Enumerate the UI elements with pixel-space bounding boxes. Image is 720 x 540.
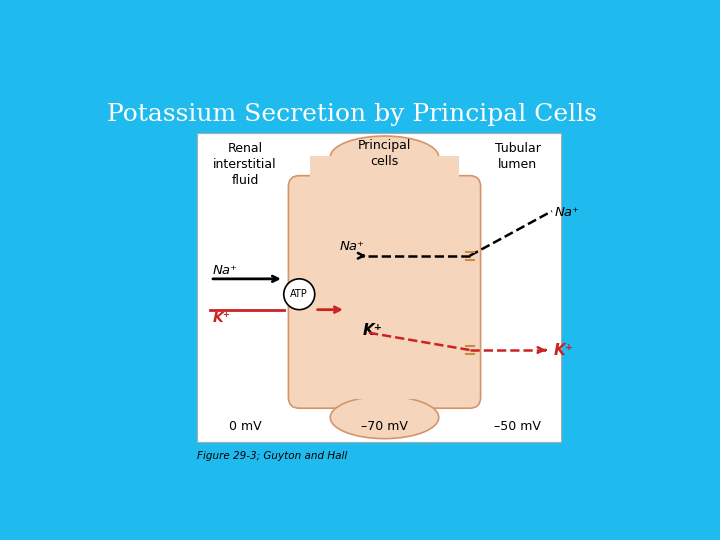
Bar [310,376,459,399]
Bar [197,132,561,442]
Text: –50 mV: –50 mV [495,420,541,433]
Ellipse shape [330,136,438,178]
Circle shape [284,279,315,309]
Text: ATP: ATP [290,289,308,299]
Text: K⁺: K⁺ [554,342,573,357]
Text: K⁺: K⁺ [212,311,230,325]
Text: K⁺: K⁺ [363,323,383,338]
Text: –70 mV: –70 mV [361,420,408,433]
Text: Na⁺: Na⁺ [340,240,365,253]
Text: Figure 29-3; Guyton and Hall: Figure 29-3; Guyton and Hall [197,451,347,461]
Text: Principal
cells: Principal cells [358,139,411,168]
Text: Na⁺: Na⁺ [555,206,580,219]
Bar [310,157,459,179]
Ellipse shape [330,396,438,438]
Text: Renal
interstitial
fluid: Renal interstitial fluid [213,142,276,187]
Text: Na⁺: Na⁺ [212,264,238,278]
FancyBboxPatch shape [289,176,481,408]
Text: Potassium Secretion by Principal Cells: Potassium Secretion by Principal Cells [107,103,597,126]
Text: Tubular
lumen: Tubular lumen [495,142,541,171]
Text: 0 mV: 0 mV [229,420,261,433]
